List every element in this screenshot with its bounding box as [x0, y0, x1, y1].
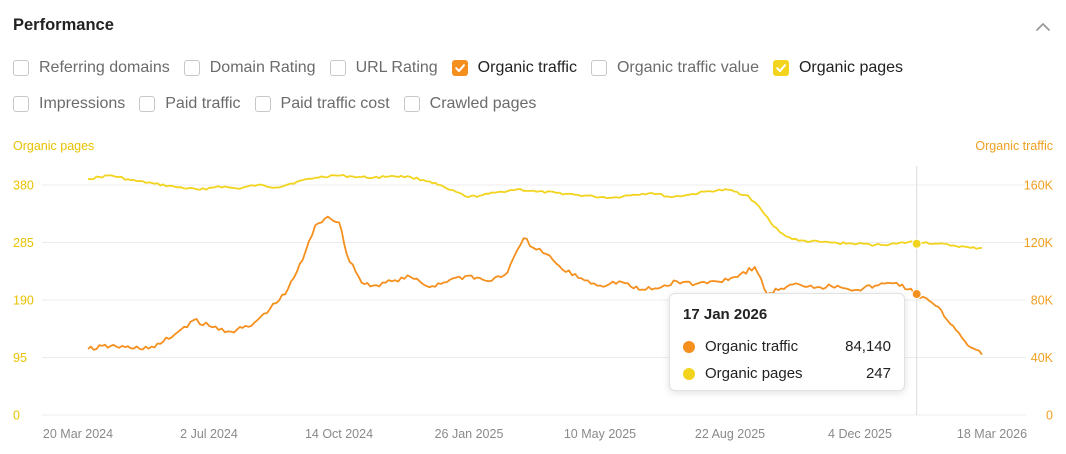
x-tick-label: 18 Mar 2026	[957, 427, 1027, 441]
organic-pages-dot-icon	[683, 367, 695, 380]
checkbox-box[interactable]	[403, 96, 420, 112]
tooltip-series-value: 247	[865, 365, 891, 382]
x-tick-label: 4 Dec 2025	[828, 427, 892, 441]
tooltip-row-organic-traffic: Organic traffic 84,140	[683, 333, 891, 360]
chart-tooltip: 17 Jan 2026 Organic traffic 84,140 Organ…	[669, 293, 905, 391]
right-tick-label: 160K	[1024, 179, 1054, 193]
right-tick-label: 0	[1046, 409, 1053, 423]
right-axis-title: Organic traffic	[975, 139, 1053, 153]
hover-point-organic-traffic	[911, 289, 922, 300]
checkbox-label: Referring domains	[39, 59, 170, 76]
series-line-organic-pages	[87, 174, 983, 250]
performance-chart: Organic pages Organic traffic 380 285 190 95 0…	[13, 139, 1054, 441]
tooltip-series-name: Organic traffic	[705, 338, 799, 355]
checkbox-label: Crawled pages	[429, 95, 537, 112]
checkbox-crawled-pages[interactable]: Crawled pages	[403, 95, 537, 113]
left-tick-label: 380	[13, 179, 34, 193]
performance-header: Performance	[13, 16, 1052, 38]
section-title: Performance	[13, 16, 114, 34]
checkbox-organic-traffic[interactable]: Organic traffic	[451, 59, 577, 77]
x-tick-label: 20 Mar 2024	[43, 427, 113, 441]
metric-checkbox-row-1: Referring domains Domain Rating URL Rating…	[13, 57, 917, 79]
chevron-up-icon[interactable]	[1034, 18, 1052, 36]
x-tick-label: 2 Jul 2024	[180, 427, 238, 441]
series-line-organic-traffic	[87, 215, 983, 356]
checkbox-referring-domains[interactable]: Referring domains	[13, 59, 170, 77]
checkbox-paid-traffic-cost[interactable]: Paid traffic cost	[254, 95, 390, 113]
left-tick-label: 0	[13, 409, 20, 423]
checkbox-box[interactable]	[13, 60, 29, 76]
hover-point-organic-pages	[911, 238, 922, 249]
left-tick-label: 190	[13, 294, 34, 308]
checkbox-box[interactable]	[183, 60, 200, 76]
x-tick-label: 14 Oct 2024	[305, 427, 373, 441]
checkbox-box[interactable]	[13, 96, 29, 112]
x-tick-label: 26 Jan 2025	[435, 427, 504, 441]
checkbox-label: Paid traffic cost	[280, 95, 390, 112]
checkbox-domain-rating[interactable]: Domain Rating	[183, 59, 316, 77]
right-tick-label: 80K	[1031, 294, 1054, 308]
checkmark-icon[interactable]	[772, 60, 789, 76]
checkbox-box[interactable]	[139, 96, 156, 112]
checkmark-icon[interactable]	[451, 60, 468, 76]
checkbox-label: Paid traffic	[165, 95, 241, 112]
checkbox-organic-pages[interactable]: Organic pages	[772, 59, 904, 77]
checkbox-label: Impressions	[39, 95, 126, 112]
checkbox-label: URL Rating	[355, 59, 438, 76]
checkbox-label: Organic pages	[798, 59, 904, 76]
metric-checkbox-row-2: Impressions Paid traffic Paid traffic cost…	[13, 93, 550, 115]
tooltip-series-value: 84,140	[845, 338, 891, 355]
tooltip-row-organic-pages: Organic pages 247	[683, 360, 891, 387]
checkbox-label: Domain Rating	[209, 59, 316, 76]
checkbox-url-rating[interactable]: URL Rating	[329, 59, 438, 77]
right-tick-label: 120K	[1024, 236, 1054, 250]
left-tick-label: 285	[13, 236, 34, 250]
left-tick-label: 95	[13, 351, 27, 365]
tooltip-date: 17 Jan 2026	[683, 306, 768, 323]
right-tick-label: 40K	[1031, 351, 1054, 365]
checkbox-box[interactable]	[590, 60, 607, 76]
organic-traffic-dot-icon	[683, 340, 695, 353]
checkbox-impressions[interactable]: Impressions	[13, 95, 125, 113]
tooltip-series-name: Organic pages	[705, 365, 803, 382]
checkbox-paid-traffic[interactable]: Paid traffic	[139, 95, 241, 113]
checkbox-organic-traffic-value[interactable]: Organic traffic value	[590, 59, 759, 77]
checkbox-label: Organic traffic value	[616, 59, 759, 76]
checkbox-box[interactable]	[329, 60, 346, 76]
x-tick-label: 22 Aug 2025	[695, 427, 765, 441]
checkbox-label: Organic traffic	[477, 59, 577, 76]
x-tick-label: 10 May 2025	[564, 427, 636, 441]
left-axis-title: Organic pages	[13, 139, 94, 153]
checkbox-box[interactable]	[254, 96, 271, 112]
